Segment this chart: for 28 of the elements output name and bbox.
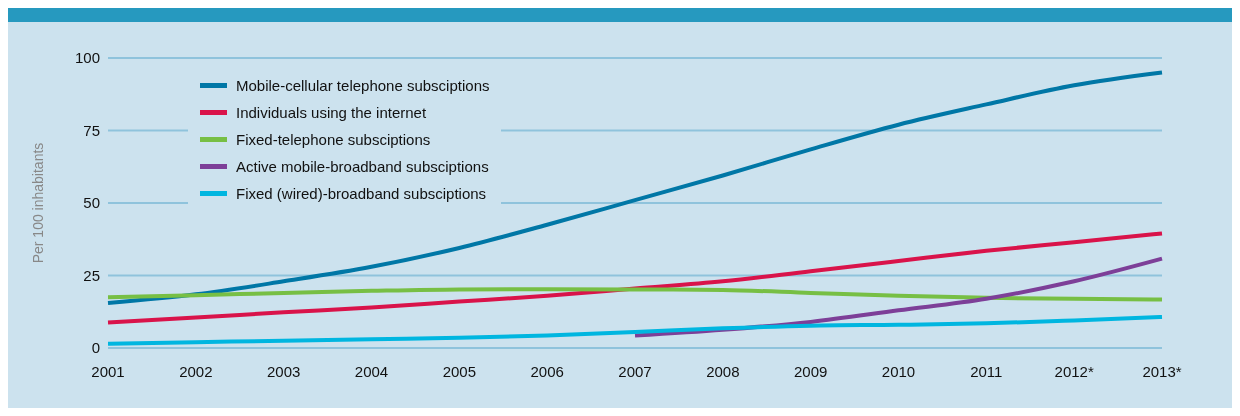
x-tick-label: 2004 (354, 362, 389, 380)
line-series (106, 231, 1164, 325)
x-tick-label: 2007 (618, 362, 652, 380)
legend-label: Individuals using the internet (236, 103, 427, 123)
y-tick-label: 25 (83, 266, 100, 284)
x-tick-label: 2001 (91, 362, 125, 380)
legend-label: Active mobile-broadband subsciptions (236, 157, 489, 177)
x-tick-label: 2011 (970, 362, 1003, 380)
x-tick-label: 2013* (1142, 362, 1182, 380)
x-tick-label: 2003 (266, 362, 301, 380)
x-tick-label: 2012* (1054, 362, 1094, 380)
line-series (106, 70, 1164, 306)
line-series (106, 314, 1164, 346)
x-tick-label: 2010 (881, 362, 916, 380)
x-tick-label: 2002 (179, 362, 213, 380)
line-series (106, 287, 1164, 302)
y-axis-title: Per 100 inhabitants (29, 142, 46, 264)
x-tick-label: 2008 (706, 362, 740, 380)
x-tick-label: 2005 (442, 362, 477, 380)
y-tick-label: 50 (83, 194, 100, 212)
legend-label: Fixed (wired)-broadband subsciptions (236, 184, 487, 204)
y-tick-label: 100 (74, 49, 100, 67)
legend-label: Fixed-telephone subsciptions (236, 130, 431, 150)
y-tick-label: 75 (83, 121, 100, 139)
x-tick-label: 2009 (793, 362, 828, 380)
legend-label: Mobile-cellular telephone subsciptions (236, 76, 490, 96)
y-tick-label: 0 (91, 339, 100, 357)
x-tick-label: 2006 (530, 362, 564, 380)
